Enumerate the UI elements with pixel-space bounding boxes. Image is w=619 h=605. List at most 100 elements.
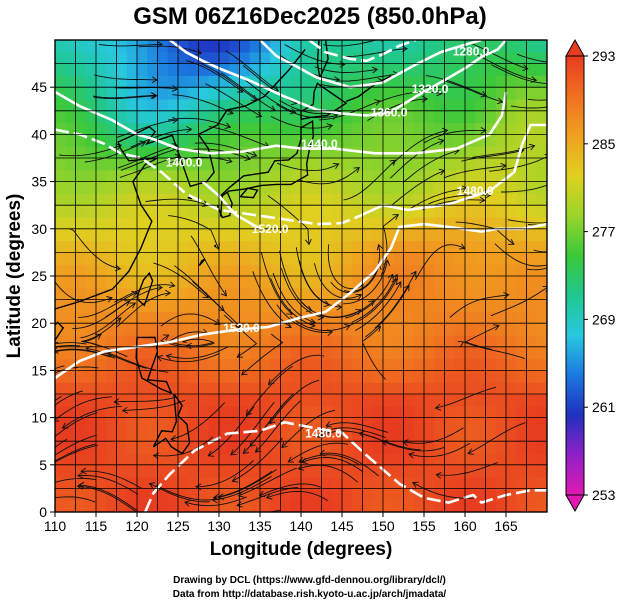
temperature-cell	[434, 146, 446, 159]
temperature-cell	[383, 453, 394, 466]
temperature-cell	[342, 110, 353, 124]
streamline	[270, 277, 316, 327]
temperature-cell	[516, 382, 528, 395]
temperature-cell	[342, 228, 353, 242]
temperature-cell	[239, 228, 251, 242]
temperature-cell	[321, 287, 333, 301]
temperature-cell	[372, 453, 384, 466]
temperature-cell	[147, 51, 159, 65]
temperature-cell	[85, 500, 97, 512]
streamline-arrow	[13, 471, 19, 476]
temperature-cell	[434, 99, 446, 112]
temperature-cell	[75, 181, 87, 194]
temperature-cell	[126, 323, 138, 336]
temperature-cell	[434, 453, 446, 466]
temperature-cell	[85, 228, 97, 242]
streamline-arrow	[339, 61, 346, 68]
temperature-cell	[65, 99, 77, 112]
streamline-arrow	[258, 490, 266, 498]
x-tick-label: 110	[44, 518, 67, 534]
temperature-cell	[311, 394, 323, 407]
temperature-cell	[495, 382, 507, 395]
temperature-cell	[475, 217, 487, 230]
temperature-cell	[301, 323, 312, 336]
temperature-cell	[321, 146, 333, 159]
gridlines	[55, 40, 547, 512]
temperature-cell	[424, 205, 435, 218]
temperature-cell	[454, 181, 466, 194]
temperature-cell	[331, 87, 343, 100]
temperature-cell	[506, 488, 517, 501]
temperature-cell	[85, 122, 97, 135]
streamline	[389, 139, 444, 179]
temperature-cell	[178, 429, 189, 442]
temperature-cell	[270, 358, 282, 371]
temperature-cell	[208, 134, 220, 147]
temperature-cell	[454, 358, 466, 371]
temperature-cell	[444, 276, 456, 289]
temperature-cell	[167, 134, 179, 147]
temperature-cell	[55, 240, 66, 253]
streamline-arrow	[408, 451, 415, 459]
temperature-cell	[311, 51, 323, 65]
temperature-cell	[208, 252, 220, 265]
temperature-cell	[444, 205, 456, 218]
temperature-cell	[270, 464, 282, 478]
temperature-cell	[403, 240, 415, 253]
temperature-cell	[229, 346, 241, 360]
temperature-cell	[55, 51, 66, 65]
temperature-cell	[434, 181, 446, 194]
temperature-cell	[65, 323, 77, 336]
temperature-cell	[526, 240, 538, 253]
temperature-cell	[270, 311, 282, 324]
temperature-cell	[536, 346, 547, 360]
temperature-cell	[362, 169, 374, 183]
temperature-cell	[147, 394, 159, 407]
temperature-cell	[280, 346, 292, 360]
streamline	[314, 66, 378, 73]
temperature-cell	[167, 228, 179, 242]
y-tick-label: 25	[31, 268, 47, 284]
streamline-arrow	[11, 435, 17, 441]
temperature-cell	[331, 75, 343, 88]
chart-title: GSM 06Z16Dec2025 (850.0hPa)	[133, 3, 487, 30]
temperature-cell	[65, 417, 77, 430]
temperature-cell	[465, 394, 476, 407]
temperature-cell	[219, 394, 230, 407]
temperature-cell	[413, 63, 425, 76]
streamline	[55, 477, 96, 483]
temperature-cell	[352, 110, 364, 124]
temperature-cell	[126, 122, 138, 135]
temperature-cell	[249, 158, 261, 171]
streamline	[156, 485, 218, 501]
temperature-cell	[465, 264, 476, 277]
temperature-cell	[85, 453, 97, 466]
temperature-cell	[372, 441, 384, 454]
temperature-cell	[147, 99, 159, 112]
temperature-cell	[229, 110, 241, 124]
temperature-cell	[393, 87, 405, 100]
streamline-arrow	[392, 273, 399, 281]
temperature-cell	[424, 122, 435, 135]
temperature-cell	[219, 169, 230, 183]
temperature-cell	[126, 335, 138, 348]
temperature-cell	[536, 464, 547, 478]
streamline-arrow	[317, 313, 325, 321]
temperature-cell	[506, 476, 517, 489]
temperature-cell	[85, 358, 97, 371]
temperature-cell	[239, 181, 251, 194]
temperature-cell	[424, 228, 435, 242]
temperature-cell	[393, 169, 405, 183]
temperature-cell	[403, 335, 415, 348]
temperature-cell	[372, 51, 384, 65]
temperature-cell	[485, 252, 497, 265]
temperature-cell	[475, 405, 487, 419]
temperature-cell	[198, 335, 210, 348]
temperature-cell	[219, 441, 230, 454]
temperature-cell	[229, 382, 241, 395]
temperature-cell	[65, 63, 77, 76]
temperature-cell	[516, 134, 528, 147]
temperature-cell	[219, 311, 230, 324]
temperature-cell	[157, 134, 169, 147]
streamline-arrow	[387, 273, 394, 281]
